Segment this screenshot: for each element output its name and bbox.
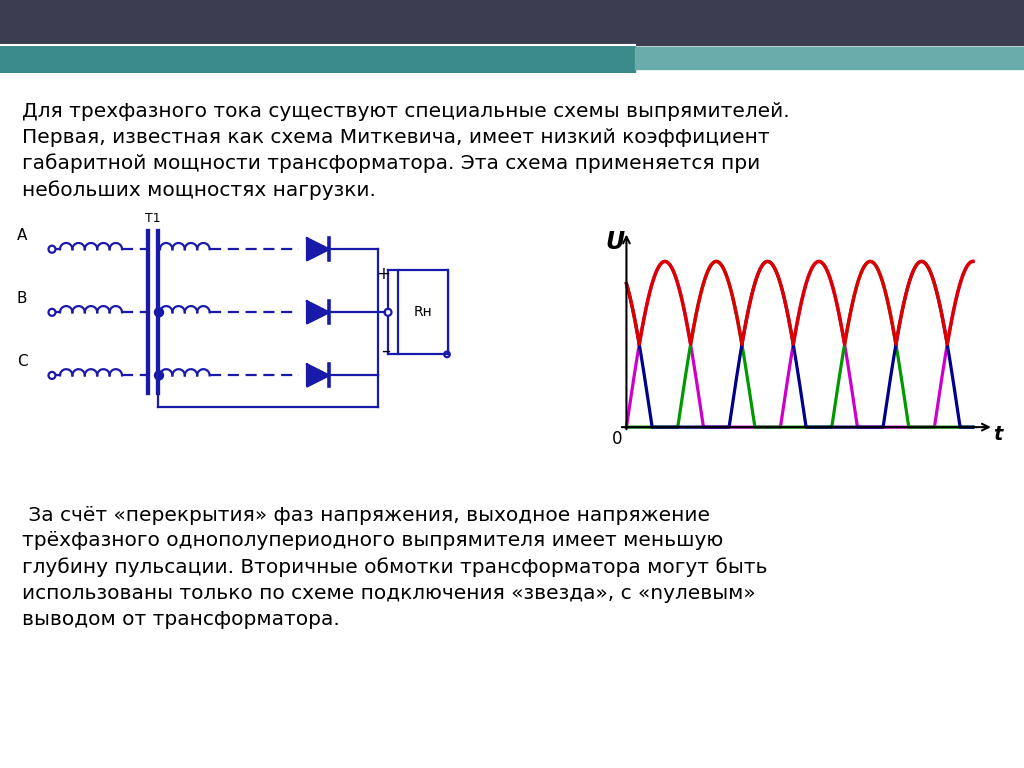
Text: t: t: [992, 425, 1002, 445]
Polygon shape: [307, 301, 329, 323]
Text: +: +: [376, 265, 390, 283]
Circle shape: [155, 371, 164, 380]
Circle shape: [155, 308, 164, 317]
Text: Rн: Rн: [414, 306, 432, 319]
Text: A: A: [16, 228, 28, 243]
Text: Для трехфазного тока существуют специальные схемы выпрямителей.
Первая, известна: Для трехфазного тока существуют специаль…: [22, 102, 790, 200]
Text: T1: T1: [145, 212, 161, 225]
Text: 0: 0: [612, 430, 623, 448]
Text: C: C: [16, 354, 28, 369]
Polygon shape: [307, 238, 329, 260]
Polygon shape: [307, 364, 329, 386]
Bar: [635, 48, 1024, 69]
Text: –: –: [381, 341, 390, 359]
Bar: [0, 0, 1024, 45]
Text: За счёт «перекрытия» фаз напряжения, выходное напряжение
трёхфазного однополупер: За счёт «перекрытия» фаз напряжения, вых…: [22, 505, 768, 628]
Bar: [0, 45, 635, 73]
Text: U: U: [606, 230, 625, 253]
Bar: [398, 270, 449, 354]
Text: B: B: [16, 291, 28, 306]
